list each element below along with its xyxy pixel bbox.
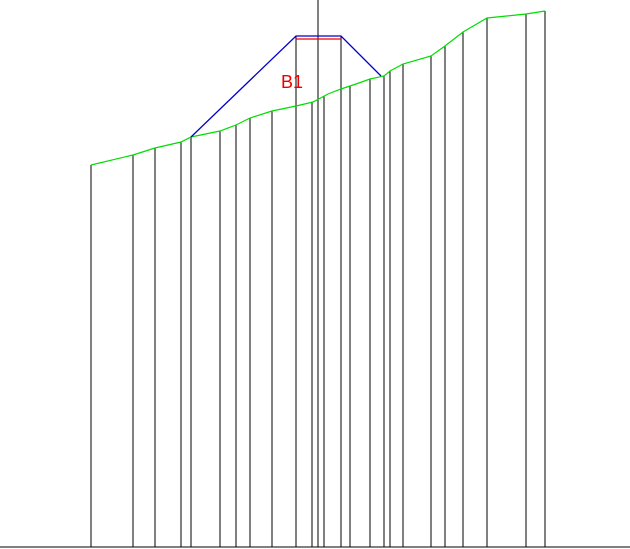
section-lines — [90, 11, 546, 547]
section-label: B1 — [281, 72, 303, 92]
ground-profile-line — [90, 10, 546, 166]
embankment-outline — [190, 35, 382, 138]
